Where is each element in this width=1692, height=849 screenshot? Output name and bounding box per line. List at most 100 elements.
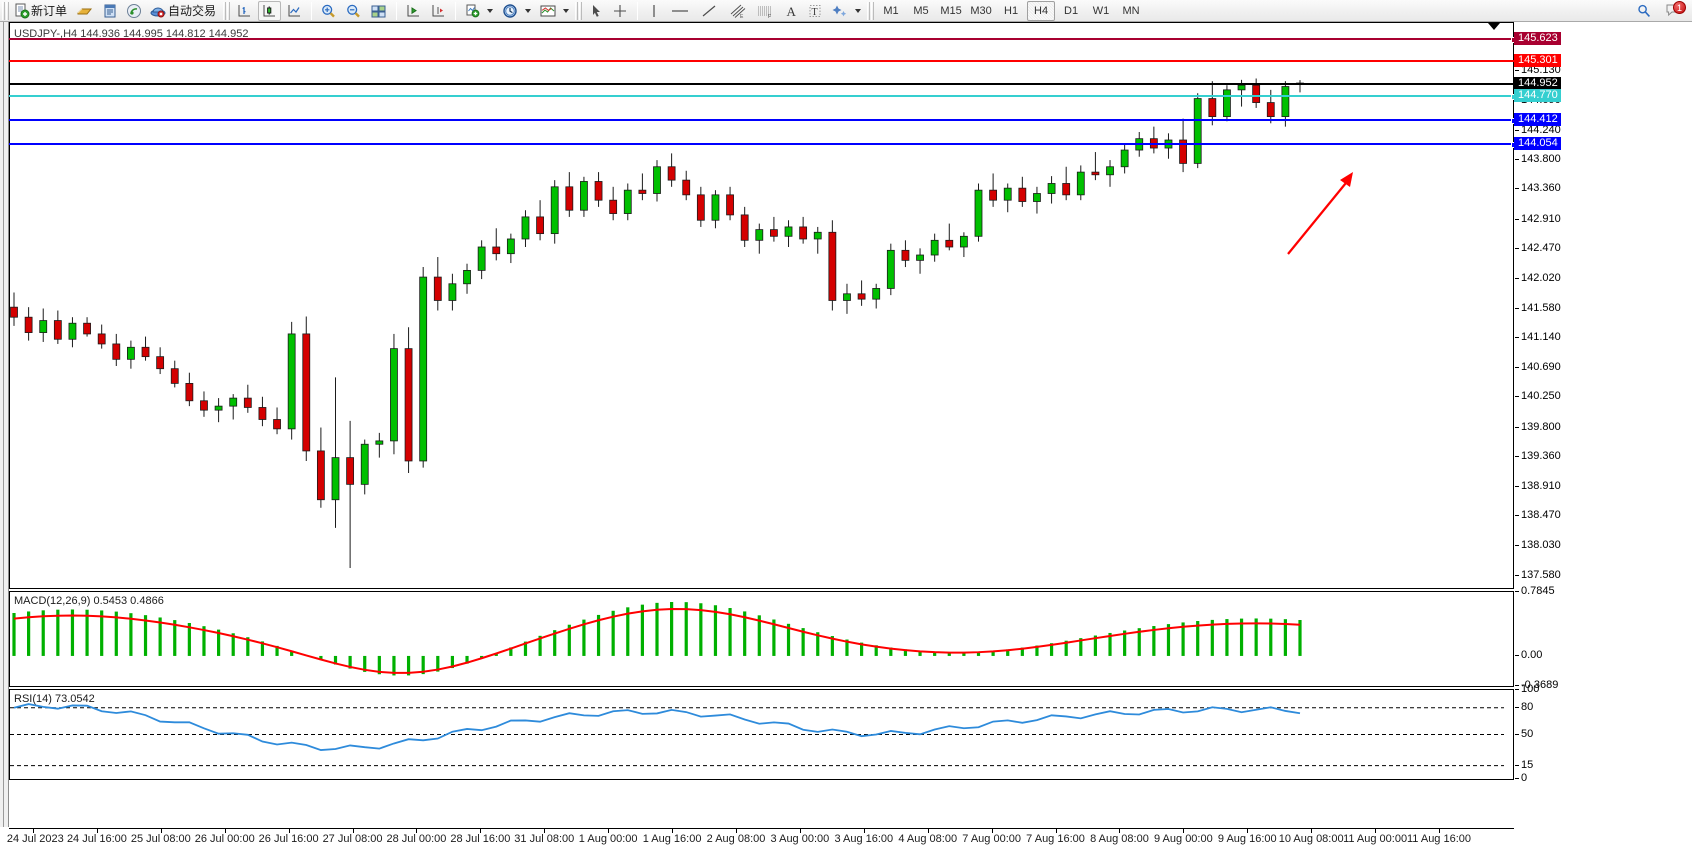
zoom-out-button[interactable] xyxy=(342,1,365,21)
toolbar-grip-3[interactable] xyxy=(575,1,583,20)
time-axis-tick xyxy=(1247,829,1249,833)
price-level-line[interactable] xyxy=(9,118,1517,125)
indicators-button[interactable] xyxy=(461,1,484,21)
new-order-button[interactable]: 新订单 xyxy=(12,1,71,21)
price-level-tag: 144.952 xyxy=(1514,77,1561,91)
timeframe-m15[interactable]: M15 xyxy=(937,1,965,21)
time-axis-label: 25 Jul 08:00 xyxy=(130,833,191,845)
price-pane[interactable] xyxy=(9,22,1514,589)
templates-dropdown-caret[interactable] xyxy=(563,8,570,13)
equidistant-channel-button[interactable]: E xyxy=(724,1,750,21)
time-axis-label: 2 Aug 08:00 xyxy=(706,833,766,845)
timeframe-m30[interactable]: M30 xyxy=(967,1,995,21)
vertical-line-button[interactable] xyxy=(643,1,664,21)
price-axis-tick: 142.910 xyxy=(1515,212,1561,225)
timeframe-m5[interactable]: M5 xyxy=(907,1,935,21)
time-axis-label: 27 Jul 08:00 xyxy=(322,833,383,845)
indicators-dropdown-caret[interactable] xyxy=(487,8,494,13)
toolbar-separator-3 xyxy=(455,1,457,20)
svg-text:T: T xyxy=(812,7,818,18)
candlestick-chart-button[interactable] xyxy=(258,0,282,21)
data-window-button[interactable] xyxy=(99,1,121,21)
time-axis-tick xyxy=(608,829,610,833)
time-axis-label: 31 Jul 08:00 xyxy=(514,833,575,845)
line-chart-button[interactable] xyxy=(283,1,306,21)
bar-chart-button[interactable] xyxy=(233,1,256,21)
main-toolbar: 新订单 xyxy=(0,0,1692,22)
notification-button[interactable]: 1 xyxy=(1662,0,1686,20)
chart-workspace[interactable]: USDJPY-,H4 144.936 144.995 144.812 144.9… xyxy=(0,22,1692,849)
crosshair-button[interactable] xyxy=(608,1,632,21)
horizontal-line-button[interactable] xyxy=(666,1,694,21)
price-axis-tick: 143.360 xyxy=(1515,182,1561,195)
toolbar-grip-4[interactable] xyxy=(867,1,875,20)
auto-scroll-button[interactable] xyxy=(402,1,425,21)
chart-shift-button[interactable] xyxy=(427,1,450,21)
timeframe-label: H1 xyxy=(1004,4,1019,17)
time-axis-tick xyxy=(1183,829,1185,833)
horizontal-line-icon xyxy=(672,9,689,12)
price-level-line[interactable] xyxy=(9,83,1514,86)
time-axis-tick xyxy=(991,829,993,833)
timeframe-m1[interactable]: M1 xyxy=(877,1,905,21)
rsi-pane[interactable] xyxy=(9,689,1514,780)
trendline-button[interactable] xyxy=(696,1,722,21)
price-axis-tick: 142.020 xyxy=(1515,272,1561,285)
time-axis-tick xyxy=(927,829,929,833)
expert-advisor-button[interactable] xyxy=(73,1,97,21)
time-axis-tick xyxy=(799,829,801,833)
timeframe-label: D1 xyxy=(1064,4,1079,17)
timeframe-w1[interactable]: W1 xyxy=(1087,1,1115,21)
price-level-line[interactable] xyxy=(9,59,1514,62)
auto-trading-button[interactable]: 自动交易 xyxy=(147,1,220,21)
time-axis-tick xyxy=(863,829,865,833)
chart-shift-icon xyxy=(432,4,445,16)
shapes-dropdown-caret[interactable] xyxy=(855,8,862,13)
timeframe-h1[interactable]: H1 xyxy=(997,1,1025,21)
fibonacci-button[interactable]: F xyxy=(752,1,778,21)
toolbar-grip[interactable] xyxy=(2,1,9,20)
macd-axis-tick: 0.00 xyxy=(1514,648,1543,661)
time-axis-label: 7 Aug 00:00 xyxy=(962,833,1021,845)
toolbar-separator-2 xyxy=(396,1,398,20)
timeframe-label: H4 xyxy=(1034,4,1049,17)
line-chart-icon xyxy=(288,4,301,16)
timeframe-label: M15 xyxy=(940,4,962,17)
magnify-plus-icon xyxy=(322,4,335,17)
price-level-line[interactable] xyxy=(9,94,1517,101)
gold-bar-icon xyxy=(77,8,93,14)
macd-pane[interactable] xyxy=(9,591,1514,687)
rsi-axis: 100 80 50 15 0 xyxy=(1514,683,1692,784)
zoom-in-button[interactable] xyxy=(317,1,340,21)
toolbar-grip-2[interactable] xyxy=(223,1,231,20)
price-level-line[interactable] xyxy=(9,142,1517,149)
timeframe-mn[interactable]: MN xyxy=(1117,1,1145,21)
periods-button[interactable] xyxy=(498,1,522,21)
trendline-icon xyxy=(702,5,716,16)
time-axis-label: 24 Jul 16:00 xyxy=(66,833,127,845)
document-plus-icon xyxy=(15,3,30,18)
timeframe-d1[interactable]: D1 xyxy=(1057,1,1085,21)
periods-dropdown-caret[interactable] xyxy=(525,8,532,13)
shapes-icon xyxy=(832,5,847,16)
timeframe-h4[interactable]: H4 xyxy=(1027,0,1056,21)
search-button[interactable] xyxy=(1633,1,1655,21)
bar-chart-icon xyxy=(238,4,251,16)
price-axis-tick: 138.910 xyxy=(1515,480,1561,493)
macd-axis-tick: 0.7845 xyxy=(1515,585,1555,597)
equidistant-channel-icon: E xyxy=(730,4,746,19)
time-axis-label: 8 Aug 08:00 xyxy=(1090,833,1149,845)
text-button[interactable]: A xyxy=(780,1,802,21)
price-level-tag: 145.623 xyxy=(1514,32,1561,46)
auto-trading-label: 自动交易 xyxy=(168,4,217,18)
macd-label: MACD(12,26,9) 0.5453 0.4866 xyxy=(14,595,164,607)
shapes-button[interactable] xyxy=(828,1,852,21)
notification-count: 1 xyxy=(1673,0,1686,14)
text-label-button[interactable]: T xyxy=(804,1,826,21)
navigator-button[interactable] xyxy=(123,1,145,21)
templates-button[interactable] xyxy=(536,1,560,21)
tile-windows-button[interactable] xyxy=(367,1,391,21)
cursor-button[interactable] xyxy=(585,1,606,21)
template-icon xyxy=(540,5,556,16)
